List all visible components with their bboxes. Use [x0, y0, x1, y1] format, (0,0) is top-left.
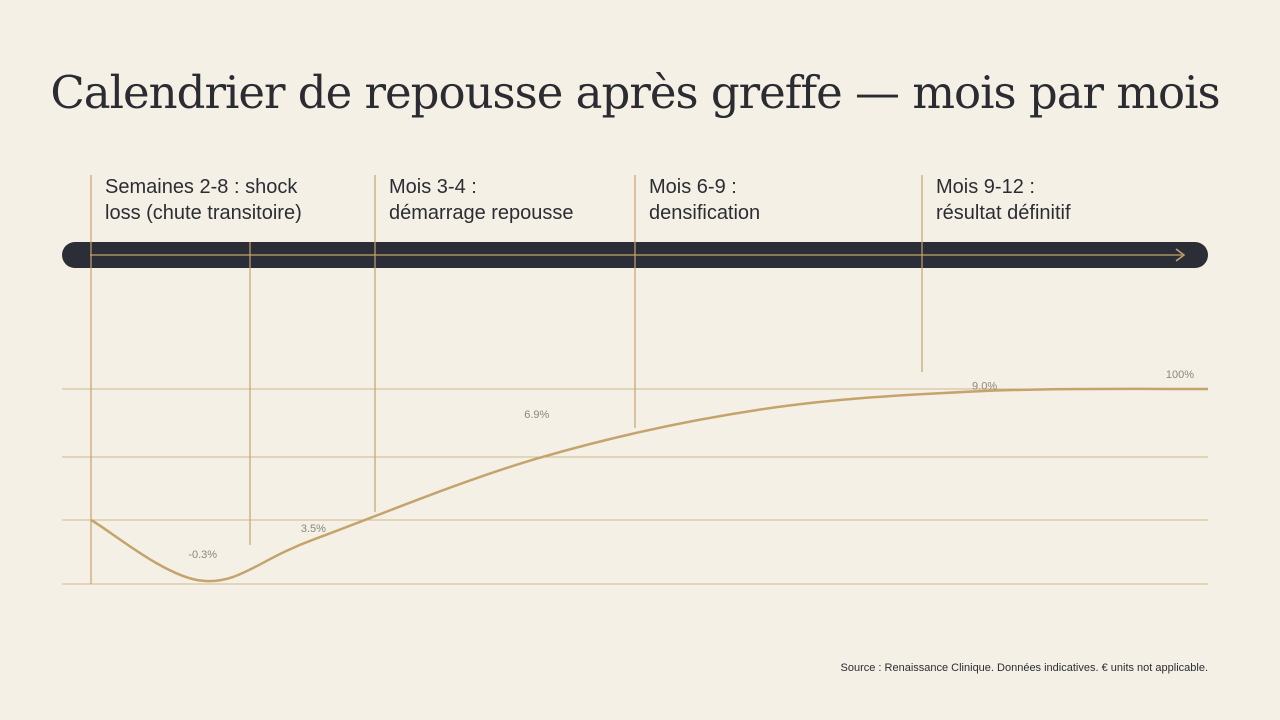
series-line — [90, 387, 1209, 583]
phase-label-line: démarrage repousse — [389, 202, 574, 224]
point-label: 6.9% — [524, 409, 549, 421]
phase-label-line: Semaines 2-8 : shock — [105, 176, 298, 198]
source-note: Source : Renaissance Clinique. Données i… — [840, 662, 1209, 674]
phase-label-line: Mois 9-12 : — [936, 176, 1035, 198]
point-label: -0.3% — [188, 549, 217, 561]
phase-label-demarrage: Mois 3-4 : démarrage repousse — [389, 174, 639, 226]
phase-label-line: Mois 6-9 : — [649, 176, 737, 198]
phase-label-line: densification — [649, 202, 761, 224]
phase-label-densification: Mois 6-9 : densification — [649, 174, 899, 226]
point-label: 9.0% — [972, 381, 997, 393]
point-label: 100% — [1166, 369, 1194, 381]
point-label-layer: -0.3% 3.5% 6.9% 9.0% 100% — [188, 369, 1194, 561]
phase-label-line: loss (chute transitoire) — [105, 202, 302, 224]
series-layer — [90, 387, 1209, 583]
phase-label-line: Mois 3-4 : — [389, 176, 477, 198]
timeline-arrow-icon — [1175, 248, 1186, 262]
phase-connectors — [90, 175, 923, 584]
phase-label-resultat: Mois 9-12 : résultat définitif — [936, 174, 1186, 226]
chart-title: Calendrier de repousse après greffe — mo… — [50, 66, 1220, 119]
phase-label-shock-loss: Semaines 2-8 : shock loss (chute transit… — [105, 174, 355, 226]
phase-label-line: résultat définitif — [936, 202, 1071, 224]
point-label: 3.5% — [301, 523, 326, 535]
